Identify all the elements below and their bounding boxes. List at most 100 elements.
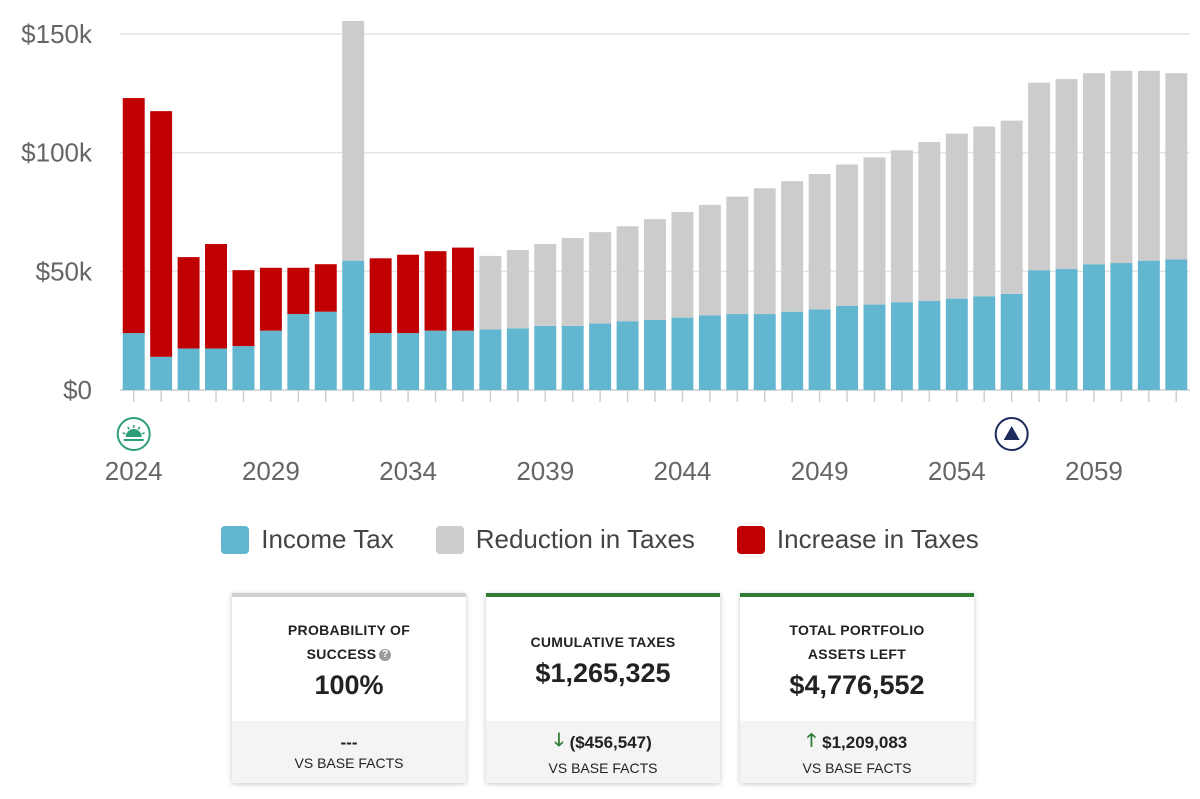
bar-income-tax-2055[interactable] xyxy=(973,296,996,390)
portfolio-assets-card: TOTAL PORTFOLIO ASSETS LEFT $4,776,552 🡑… xyxy=(740,593,974,783)
bar-reduction-in-taxes-2057[interactable] xyxy=(1028,82,1051,271)
bar-reduction-in-taxes-2054[interactable] xyxy=(945,133,968,299)
bar-income-tax-2060[interactable] xyxy=(1110,263,1133,390)
bar-income-tax-2049[interactable] xyxy=(808,309,831,390)
bar-income-tax-2059[interactable] xyxy=(1083,264,1105,390)
probability-label: PROBABILITY OF SUCCESS? xyxy=(287,621,411,662)
bar-reduction-in-taxes-2040[interactable] xyxy=(561,238,584,326)
bar-income-tax-2046[interactable] xyxy=(726,314,749,390)
bar-income-tax-2034[interactable] xyxy=(397,333,420,390)
probability-card: PROBABILITY OF SUCCESS? 100% --- VS BASE… xyxy=(232,593,466,783)
bar-income-tax-2033[interactable] xyxy=(369,333,392,390)
mountain-peak-icon[interactable] xyxy=(994,417,1029,451)
bar-increase-in-taxes-2024[interactable] xyxy=(122,98,145,334)
bar-income-tax-2032[interactable] xyxy=(342,260,365,390)
bar-reduction-in-taxes-2037[interactable] xyxy=(479,255,502,330)
bar-reduction-in-taxes-2049[interactable] xyxy=(808,174,831,310)
x-tick-label: 2024 xyxy=(105,456,163,486)
bar-income-tax-2030[interactable] xyxy=(287,314,310,390)
bar-income-tax-2037[interactable] xyxy=(479,329,502,390)
bar-income-tax-2035[interactable] xyxy=(424,330,447,390)
y-tick-label: $50k xyxy=(36,256,93,286)
x-tick-label: 2059 xyxy=(1065,456,1123,486)
bar-reduction-in-taxes-2058[interactable] xyxy=(1055,79,1078,269)
bar-income-tax-2024[interactable] xyxy=(122,333,145,390)
bar-income-tax-2054[interactable] xyxy=(945,298,968,390)
bar-income-tax-2045[interactable] xyxy=(698,315,721,390)
bar-income-tax-2025[interactable] xyxy=(150,356,173,390)
x-tick-label: 2034 xyxy=(379,456,437,486)
bar-income-tax-2050[interactable] xyxy=(836,305,859,390)
bar-reduction-in-taxes-2032[interactable] xyxy=(342,20,365,261)
bar-reduction-in-taxes-2043[interactable] xyxy=(644,219,666,320)
bar-increase-in-taxes-2027[interactable] xyxy=(205,244,227,349)
bar-reduction-in-taxes-2051[interactable] xyxy=(863,157,886,305)
bar-increase-in-taxes-2026[interactable] xyxy=(177,257,200,349)
legend-item-reduction[interactable]: Reduction in Taxes xyxy=(435,524,695,555)
bar-increase-in-taxes-2034[interactable] xyxy=(397,254,420,334)
bar-income-tax-2061[interactable] xyxy=(1137,260,1160,390)
bar-income-tax-2036[interactable] xyxy=(451,330,474,390)
bar-reduction-in-taxes-2052[interactable] xyxy=(890,150,913,303)
bar-income-tax-2044[interactable] xyxy=(671,317,694,390)
bar-income-tax-2057[interactable] xyxy=(1028,270,1051,390)
y-tick-label: $100k xyxy=(21,138,93,168)
bar-reduction-in-taxes-2050[interactable] xyxy=(836,164,859,306)
bar-income-tax-2062[interactable] xyxy=(1165,259,1188,390)
sunrise-icon[interactable] xyxy=(116,417,151,451)
bar-increase-in-taxes-2033[interactable] xyxy=(369,258,392,334)
bar-income-tax-2028[interactable] xyxy=(232,346,255,390)
bar-income-tax-2043[interactable] xyxy=(644,319,666,390)
y-tick-label: $150k xyxy=(21,19,93,49)
portfolio-assets-delta: $1,209,083 xyxy=(822,733,908,752)
bar-income-tax-2048[interactable] xyxy=(781,311,804,390)
bar-income-tax-2038[interactable] xyxy=(506,328,529,390)
bar-income-tax-2056[interactable] xyxy=(1000,293,1023,390)
bar-income-tax-2041[interactable] xyxy=(589,323,612,390)
bar-income-tax-2052[interactable] xyxy=(890,302,913,390)
x-tick-label: 2044 xyxy=(654,456,712,486)
legend-item-income-tax[interactable]: Income Tax xyxy=(221,524,394,555)
bar-income-tax-2026[interactable] xyxy=(177,348,200,390)
bar-income-tax-2058[interactable] xyxy=(1055,268,1078,390)
bar-reduction-in-taxes-2056[interactable] xyxy=(1000,120,1023,294)
help-icon[interactable]: ? xyxy=(379,648,392,661)
bar-reduction-in-taxes-2045[interactable] xyxy=(698,204,721,316)
bar-increase-in-taxes-2031[interactable] xyxy=(314,264,337,312)
bar-increase-in-taxes-2036[interactable] xyxy=(451,247,474,331)
bar-increase-in-taxes-2030[interactable] xyxy=(287,267,310,315)
bar-income-tax-2042[interactable] xyxy=(616,321,639,390)
bar-reduction-in-taxes-2038[interactable] xyxy=(506,249,529,329)
bar-income-tax-2053[interactable] xyxy=(918,301,941,390)
bar-reduction-in-taxes-2039[interactable] xyxy=(534,244,557,326)
legend-label-reduction: Reduction in Taxes xyxy=(475,524,695,554)
bar-reduction-in-taxes-2044[interactable] xyxy=(671,212,694,318)
bar-reduction-in-taxes-2048[interactable] xyxy=(781,181,804,312)
cumulative-taxes-value: $1,265,325 xyxy=(535,657,671,688)
bar-income-tax-2027[interactable] xyxy=(205,348,227,390)
bar-increase-in-taxes-2025[interactable] xyxy=(150,111,173,357)
bar-reduction-in-taxes-2047[interactable] xyxy=(753,188,776,315)
bar-income-tax-2039[interactable] xyxy=(534,325,557,390)
bar-reduction-in-taxes-2041[interactable] xyxy=(589,232,612,324)
legend-item-increase[interactable]: Increase in Taxes xyxy=(736,524,979,555)
legend-swatch-increase xyxy=(736,525,765,554)
bar-increase-in-taxes-2035[interactable] xyxy=(424,251,447,331)
bar-income-tax-2040[interactable] xyxy=(561,325,584,390)
bar-reduction-in-taxes-2060[interactable] xyxy=(1110,70,1133,264)
bar-income-tax-2029[interactable] xyxy=(259,330,282,390)
bar-reduction-in-taxes-2042[interactable] xyxy=(616,226,639,322)
bar-income-tax-2051[interactable] xyxy=(863,304,886,390)
bar-reduction-in-taxes-2053[interactable] xyxy=(918,141,941,301)
cumulative-taxes-vs-label: VS BASE FACTS xyxy=(548,760,658,776)
bar-increase-in-taxes-2028[interactable] xyxy=(232,270,255,347)
bar-reduction-in-taxes-2062[interactable] xyxy=(1165,73,1188,260)
bar-reduction-in-taxes-2059[interactable] xyxy=(1083,73,1105,265)
bar-income-tax-2047[interactable] xyxy=(753,314,776,390)
bar-income-tax-2031[interactable] xyxy=(314,311,337,390)
bar-increase-in-taxes-2029[interactable] xyxy=(259,267,282,331)
x-tick-label: 2049 xyxy=(791,456,849,486)
bar-reduction-in-taxes-2055[interactable] xyxy=(973,126,996,297)
bar-reduction-in-taxes-2046[interactable] xyxy=(726,196,749,315)
bar-reduction-in-taxes-2061[interactable] xyxy=(1137,70,1160,261)
